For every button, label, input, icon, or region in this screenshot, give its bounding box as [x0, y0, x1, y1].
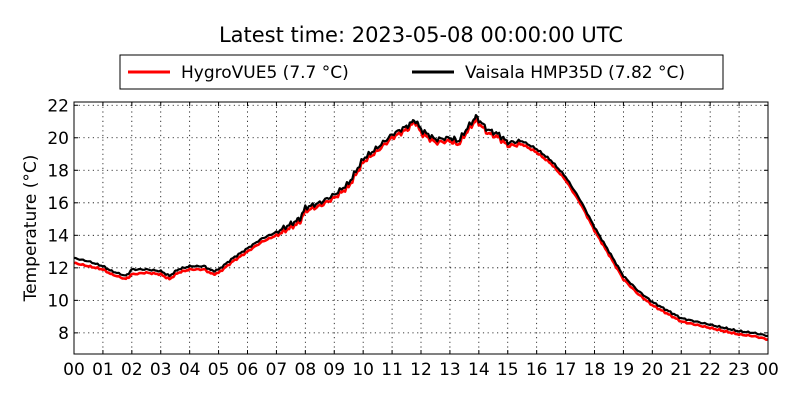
x-tick-label: 10: [352, 360, 374, 380]
x-tick-label: 20: [642, 360, 664, 380]
x-tick-label: 15: [497, 360, 519, 380]
x-tick-label: 00: [757, 360, 779, 380]
ticks: [73, 102, 769, 354]
series-line-vaisala: [73, 113, 769, 338]
x-tick-label: 22: [699, 360, 721, 380]
y-tick-label: 20: [47, 129, 69, 149]
x-tick-label: 04: [179, 360, 201, 380]
x-tick-label: 13: [439, 360, 461, 380]
x-tick-label: 14: [468, 360, 490, 380]
x-tick-label: 11: [381, 360, 403, 380]
grid: [74, 102, 768, 354]
legend-label-hygrovue5: HygroVUE5 (7.7 °C): [181, 63, 349, 83]
y-tick-label: 18: [47, 161, 69, 181]
x-tick-label: 16: [526, 360, 548, 380]
x-tick-label: 12: [410, 360, 432, 380]
x-tick-label: 05: [208, 360, 230, 380]
x-tick-label: 01: [92, 360, 114, 380]
y-tick-label: 12: [47, 259, 69, 279]
x-tick-label: 00: [63, 360, 85, 380]
x-tick-label: 08: [295, 360, 317, 380]
y-tick-label: 10: [47, 291, 69, 311]
legend: HygroVUE5 (7.7 °C) Vaisala HMP35D (7.82 …: [119, 54, 724, 90]
x-tick-label: 18: [584, 360, 606, 380]
x-tick-label: 21: [670, 360, 692, 380]
y-tick-label: 8: [58, 324, 69, 344]
chart-title: Latest time: 2023-05-08 00:00:00 UTC: [219, 23, 623, 47]
x-tick-label: 09: [323, 360, 345, 380]
x-tick-label: 06: [237, 360, 259, 380]
x-tick-label: 19: [613, 360, 635, 380]
x-tick-label: 03: [150, 360, 172, 380]
x-tick-label: 17: [555, 360, 577, 380]
x-tick-label: 07: [266, 360, 288, 380]
legend-label-vaisala: Vaisala HMP35D (7.82 °C): [465, 63, 685, 83]
y-axis-label: Temperature (°C): [21, 155, 41, 303]
y-tick-label: 22: [47, 96, 69, 116]
tick-labels: 00 01 02 03 04 05 06 07 08 09 10 11 12 13 14 15 16 17 18 19…: [47, 96, 778, 380]
series-layer: [73, 113, 769, 342]
x-tick-label: 02: [121, 360, 143, 380]
y-tick-label: 14: [47, 226, 69, 246]
y-tick-label: 16: [47, 194, 69, 214]
x-tick-label: 23: [728, 360, 750, 380]
series-line-hygrovue5: [73, 117, 769, 342]
